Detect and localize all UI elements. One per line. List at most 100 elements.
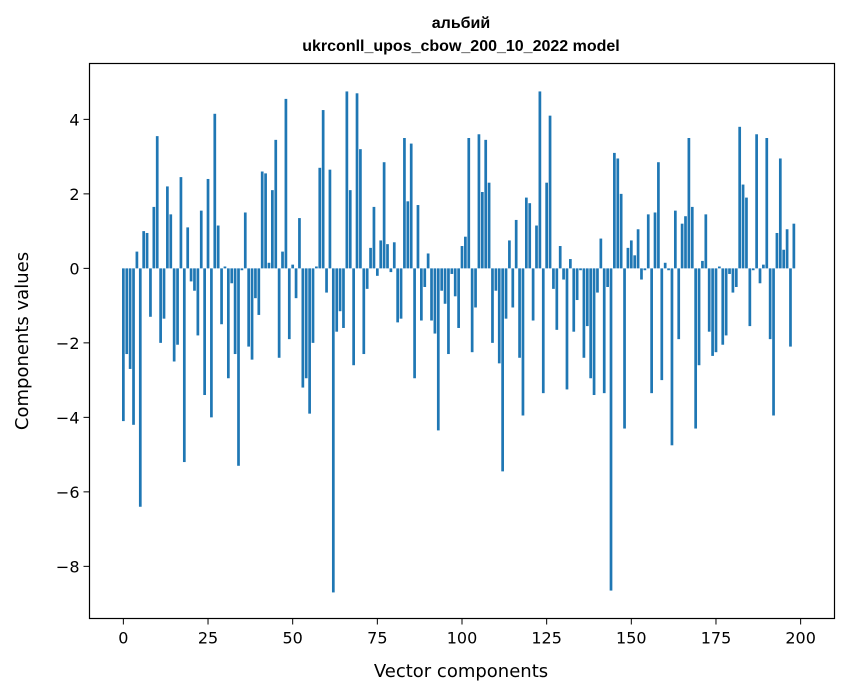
bar	[491, 268, 494, 343]
bar	[524, 197, 528, 269]
x-tick-label: 150	[616, 629, 647, 648]
bar	[457, 268, 460, 328]
bar	[399, 268, 403, 319]
bar	[142, 231, 146, 269]
bar	[545, 182, 549, 269]
bar	[569, 259, 572, 269]
bar	[189, 268, 193, 282]
bar	[738, 126, 742, 269]
bar	[237, 268, 240, 466]
bar	[331, 268, 335, 593]
bar	[254, 268, 257, 299]
bar	[619, 193, 623, 269]
bar	[541, 268, 545, 394]
bar	[741, 184, 745, 269]
bar	[223, 266, 227, 269]
bar	[704, 214, 708, 269]
bar	[511, 268, 515, 308]
y-tick-label: −4	[56, 408, 80, 427]
bar	[186, 227, 190, 269]
bar	[480, 192, 484, 269]
bar	[325, 268, 328, 293]
bar	[460, 246, 464, 269]
bar	[389, 268, 393, 273]
bar	[271, 190, 274, 269]
bar	[677, 268, 681, 340]
x-tick-label: 50	[283, 629, 303, 648]
bar	[386, 244, 389, 269]
bar	[755, 134, 758, 269]
bar	[792, 223, 796, 269]
x-tick-label: 175	[701, 629, 732, 648]
bar	[210, 268, 213, 418]
bar	[707, 268, 711, 332]
bar	[775, 232, 779, 269]
bar	[145, 232, 149, 269]
bar	[372, 206, 376, 269]
bar	[785, 229, 789, 269]
bar	[267, 262, 271, 269]
bar	[396, 268, 400, 323]
bar	[731, 268, 735, 293]
bar	[734, 268, 738, 287]
bar	[216, 225, 220, 269]
bar	[697, 268, 701, 366]
bar	[443, 268, 447, 304]
y-tick-label: −6	[56, 483, 80, 502]
bar	[670, 268, 674, 446]
bar	[433, 268, 437, 334]
bar	[487, 182, 491, 269]
x-tick-label: 75	[367, 629, 387, 648]
bar	[199, 210, 203, 269]
bar	[596, 268, 599, 293]
bar	[650, 268, 653, 394]
bar	[315, 266, 318, 269]
bar	[426, 253, 430, 269]
bar	[728, 268, 731, 274]
bar	[318, 167, 322, 269]
bar	[172, 268, 176, 362]
bar	[589, 268, 593, 379]
bar	[196, 268, 200, 336]
bar	[501, 268, 504, 472]
bar	[338, 268, 342, 312]
y-tick-label: −2	[56, 334, 80, 353]
bar	[680, 223, 684, 269]
bar	[789, 268, 792, 347]
bar	[176, 268, 179, 345]
bar	[260, 171, 264, 269]
bar	[508, 240, 511, 269]
bar	[504, 268, 508, 319]
bar	[321, 110, 325, 269]
bar	[626, 247, 630, 269]
bar	[629, 240, 633, 269]
bar	[613, 152, 616, 269]
bar	[226, 268, 230, 379]
bars-group	[122, 91, 796, 593]
x-axis-label: Vector components	[374, 661, 548, 682]
bar	[345, 91, 349, 269]
bar	[159, 268, 162, 343]
bar	[264, 173, 267, 269]
bar	[220, 268, 223, 325]
bar	[778, 158, 782, 269]
bar	[718, 266, 721, 269]
bar	[558, 246, 562, 269]
bar	[701, 260, 704, 269]
bar	[308, 268, 311, 414]
bar	[294, 268, 298, 299]
bar	[673, 210, 677, 269]
bar	[328, 169, 332, 269]
bar	[362, 268, 366, 355]
bar	[436, 268, 440, 431]
bar	[409, 143, 413, 269]
bar	[287, 268, 291, 340]
bar	[606, 268, 609, 287]
bar	[623, 268, 626, 429]
bar	[585, 268, 589, 327]
y-tick-label: 0	[69, 259, 79, 278]
bar	[782, 249, 786, 269]
x-axis-ticks: 0 25 50 75 100 125 150 175 200	[118, 618, 816, 648]
y-tick-label: 2	[69, 185, 79, 204]
bar	[599, 238, 603, 269]
